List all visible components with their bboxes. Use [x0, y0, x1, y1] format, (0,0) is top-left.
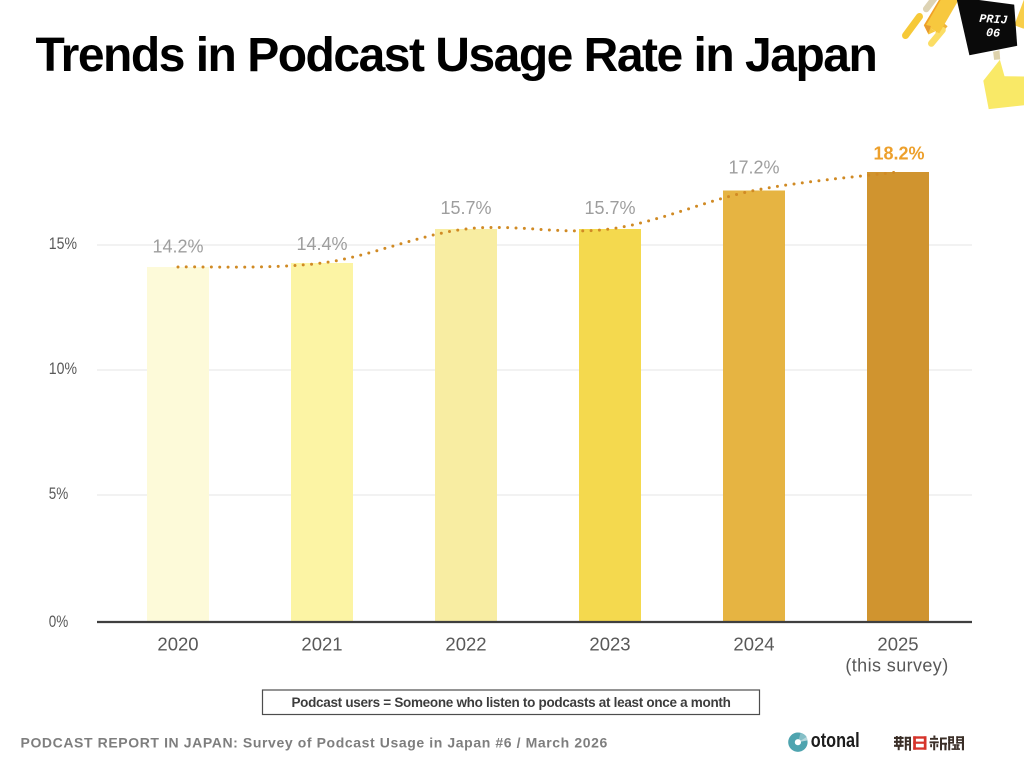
svg-text:2020: 2020 — [157, 634, 198, 655]
svg-text:2022: 2022 — [445, 634, 486, 655]
svg-text:15.7%: 15.7% — [584, 198, 635, 218]
svg-text:06: 06 — [986, 26, 1001, 41]
svg-text:14.4%: 14.4% — [296, 234, 347, 254]
svg-text:5%: 5% — [49, 485, 69, 503]
svg-text:PRIJ: PRIJ — [979, 12, 1008, 28]
svg-text:17.2%: 17.2% — [728, 157, 779, 177]
svg-text:otonal: otonal — [811, 729, 860, 752]
svg-text:2025: 2025 — [877, 634, 918, 655]
svg-text:Podcast users = Someone who li: Podcast users = Someone who listen to po… — [291, 695, 730, 710]
svg-text:Trends in Podcast Usage Rate i: Trends in Podcast Usage Rate in Japan — [36, 29, 877, 82]
svg-text:2021: 2021 — [301, 634, 342, 655]
svg-text:(this survey): (this survey) — [845, 655, 948, 675]
svg-text:2023: 2023 — [589, 634, 630, 655]
svg-text:0%: 0% — [49, 613, 69, 631]
svg-text:15%: 15% — [49, 235, 77, 253]
svg-text:PODCAST REPORT IN JAPAN: Surve: PODCAST REPORT IN JAPAN: Survey of Podca… — [21, 735, 608, 751]
svg-text:14.2%: 14.2% — [152, 236, 203, 256]
svg-text:15.7%: 15.7% — [440, 198, 491, 218]
svg-text:18.2%: 18.2% — [873, 143, 924, 163]
svg-text:10%: 10% — [49, 360, 77, 378]
svg-text:2024: 2024 — [733, 634, 774, 655]
